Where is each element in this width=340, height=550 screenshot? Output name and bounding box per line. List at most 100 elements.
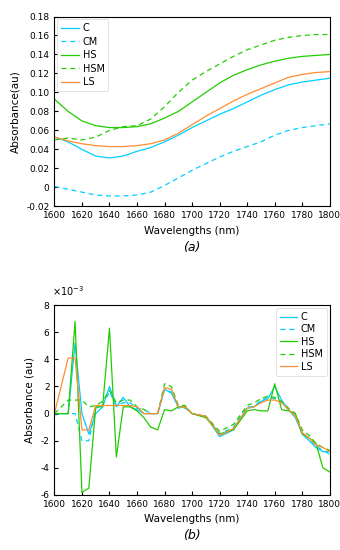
C — [169, 390, 173, 397]
HS — [328, 469, 332, 475]
LS — [87, 427, 91, 433]
CM — [73, 410, 77, 417]
LS — [183, 404, 187, 410]
C — [259, 398, 263, 405]
LS — [121, 143, 125, 150]
C — [245, 98, 249, 105]
HSM — [307, 432, 311, 438]
CM — [190, 167, 194, 174]
HSM — [169, 383, 173, 390]
HSM — [218, 428, 222, 435]
CM — [273, 132, 277, 139]
HSM — [314, 31, 318, 38]
HS — [128, 404, 132, 410]
Line: HS: HS — [54, 321, 330, 492]
HSM — [52, 136, 56, 143]
C — [135, 406, 139, 413]
HS — [259, 408, 263, 414]
CM — [135, 192, 139, 199]
C — [73, 340, 77, 346]
HSM — [163, 103, 167, 110]
LS — [232, 98, 236, 104]
HSM — [204, 68, 208, 75]
LS — [176, 404, 181, 410]
C — [135, 148, 139, 155]
LS — [107, 143, 112, 150]
HS — [121, 124, 125, 131]
C — [149, 410, 153, 417]
CM — [135, 405, 139, 411]
CM — [176, 405, 181, 411]
HSM — [314, 440, 318, 447]
CM — [204, 413, 208, 420]
C — [273, 383, 277, 390]
CM — [321, 447, 325, 454]
Legend: C, CM, HS, HSM, LS: C, CM, HS, HSM, LS — [276, 308, 327, 376]
CM — [101, 402, 105, 409]
LS — [273, 80, 277, 86]
HSM — [149, 410, 153, 417]
HSM — [107, 127, 112, 134]
CM — [245, 404, 249, 410]
LS — [169, 386, 173, 393]
CM — [107, 192, 112, 199]
C — [287, 81, 291, 88]
C — [232, 105, 236, 112]
C — [328, 75, 332, 81]
HSM — [121, 123, 125, 130]
CM — [259, 397, 263, 403]
Line: HS: HS — [54, 54, 330, 128]
Line: C: C — [54, 343, 330, 452]
LS — [73, 355, 77, 361]
LS — [266, 397, 270, 403]
CM — [87, 437, 91, 444]
HS — [204, 414, 208, 421]
LS — [176, 130, 181, 136]
C — [176, 404, 181, 410]
LS — [245, 405, 249, 411]
HS — [273, 381, 277, 387]
HS — [176, 404, 181, 410]
CM — [80, 189, 84, 195]
C — [163, 139, 167, 145]
C — [293, 414, 298, 421]
HSM — [266, 393, 270, 399]
HSM — [80, 136, 84, 143]
LS — [245, 91, 249, 98]
C — [300, 431, 304, 437]
LS — [52, 410, 56, 417]
CM — [80, 437, 84, 444]
Line: CM: CM — [54, 389, 330, 454]
C — [314, 444, 318, 451]
HS — [156, 427, 160, 433]
C — [80, 410, 84, 417]
CM — [163, 386, 167, 393]
LS — [287, 406, 291, 413]
LS — [287, 74, 291, 80]
HSM — [232, 421, 236, 428]
HS — [149, 424, 153, 431]
LS — [142, 410, 146, 417]
LS — [321, 444, 325, 451]
LS — [259, 399, 263, 406]
HS — [300, 431, 304, 437]
CM — [156, 410, 160, 417]
HS — [66, 108, 70, 115]
HS — [232, 72, 236, 79]
LS — [259, 85, 263, 92]
HSM — [94, 402, 98, 409]
LS — [328, 448, 332, 455]
HS — [114, 454, 118, 460]
CM — [94, 405, 98, 411]
HS — [52, 410, 56, 417]
C — [94, 410, 98, 417]
Line: HSM: HSM — [54, 384, 330, 450]
HSM — [252, 399, 256, 406]
HS — [52, 96, 56, 102]
Line: C: C — [54, 78, 330, 158]
C — [287, 406, 291, 413]
CM — [328, 451, 332, 458]
HS — [204, 89, 208, 96]
C — [128, 404, 132, 410]
HS — [107, 325, 112, 332]
